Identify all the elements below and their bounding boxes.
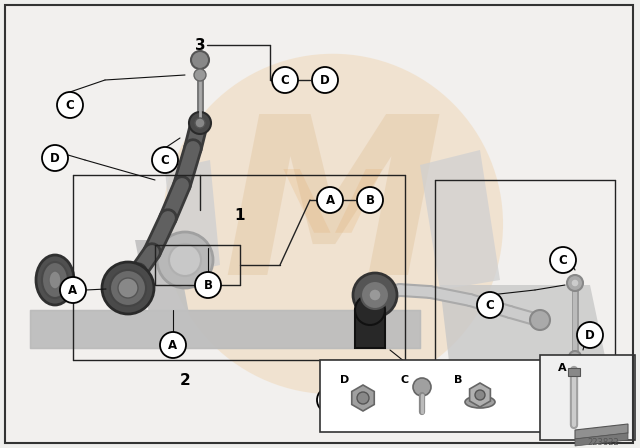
Text: C: C <box>280 73 289 86</box>
Text: A: A <box>325 194 335 207</box>
Circle shape <box>353 273 397 317</box>
Circle shape <box>152 147 178 173</box>
Text: A: A <box>557 363 566 373</box>
Text: C: C <box>559 254 568 267</box>
Circle shape <box>189 112 211 134</box>
Circle shape <box>110 270 146 306</box>
Polygon shape <box>335 169 382 233</box>
Circle shape <box>577 322 603 348</box>
Text: C: C <box>401 375 409 385</box>
Text: A: A <box>168 339 177 352</box>
Text: 3: 3 <box>195 38 205 52</box>
Circle shape <box>163 54 503 394</box>
Circle shape <box>118 278 138 298</box>
Text: A: A <box>68 284 77 297</box>
Bar <box>568 368 580 376</box>
Bar <box>540 355 635 440</box>
Text: 1: 1 <box>235 207 245 223</box>
Bar <box>320 360 560 432</box>
Circle shape <box>42 145 68 171</box>
Circle shape <box>191 51 209 69</box>
Circle shape <box>57 92 83 118</box>
Polygon shape <box>284 169 331 233</box>
Text: D: D <box>320 73 330 86</box>
Text: M: M <box>222 107 444 321</box>
Circle shape <box>361 281 389 309</box>
Polygon shape <box>440 285 610 380</box>
Circle shape <box>530 310 550 330</box>
Polygon shape <box>575 424 628 439</box>
Circle shape <box>160 332 186 358</box>
Polygon shape <box>575 433 628 446</box>
Text: B: B <box>401 369 410 382</box>
Circle shape <box>355 295 385 325</box>
Text: D: D <box>340 375 349 385</box>
Circle shape <box>571 279 579 287</box>
Circle shape <box>357 392 369 404</box>
Polygon shape <box>135 240 195 345</box>
Text: C: C <box>161 154 170 167</box>
Circle shape <box>312 67 338 93</box>
Bar <box>355 310 385 348</box>
Text: B: B <box>454 375 462 385</box>
Circle shape <box>195 118 205 128</box>
Polygon shape <box>352 385 374 411</box>
Polygon shape <box>470 383 490 407</box>
Polygon shape <box>165 160 220 275</box>
Text: B: B <box>204 279 212 292</box>
Circle shape <box>475 390 485 400</box>
Circle shape <box>413 378 431 396</box>
Ellipse shape <box>42 262 68 298</box>
Polygon shape <box>450 360 625 415</box>
Circle shape <box>357 187 383 213</box>
Circle shape <box>272 67 298 93</box>
Text: C: C <box>486 298 494 311</box>
Circle shape <box>550 247 576 273</box>
Circle shape <box>369 289 381 301</box>
Text: D: D <box>585 328 595 341</box>
Circle shape <box>569 351 581 363</box>
Circle shape <box>194 69 206 81</box>
Circle shape <box>317 387 343 413</box>
Text: D: D <box>50 151 60 164</box>
Text: C: C <box>66 99 74 112</box>
Text: A: A <box>325 393 335 406</box>
Polygon shape <box>420 150 500 290</box>
Ellipse shape <box>465 396 495 408</box>
Circle shape <box>477 292 503 318</box>
Circle shape <box>157 232 213 288</box>
Circle shape <box>317 187 343 213</box>
Ellipse shape <box>36 255 74 305</box>
Text: 223822: 223822 <box>587 438 619 447</box>
Circle shape <box>60 277 86 303</box>
Circle shape <box>392 362 418 388</box>
Circle shape <box>567 275 583 291</box>
Circle shape <box>195 272 221 298</box>
Circle shape <box>102 262 154 314</box>
Text: 2: 2 <box>180 372 190 388</box>
Ellipse shape <box>49 271 61 289</box>
Circle shape <box>169 244 201 276</box>
Text: B: B <box>365 194 374 207</box>
